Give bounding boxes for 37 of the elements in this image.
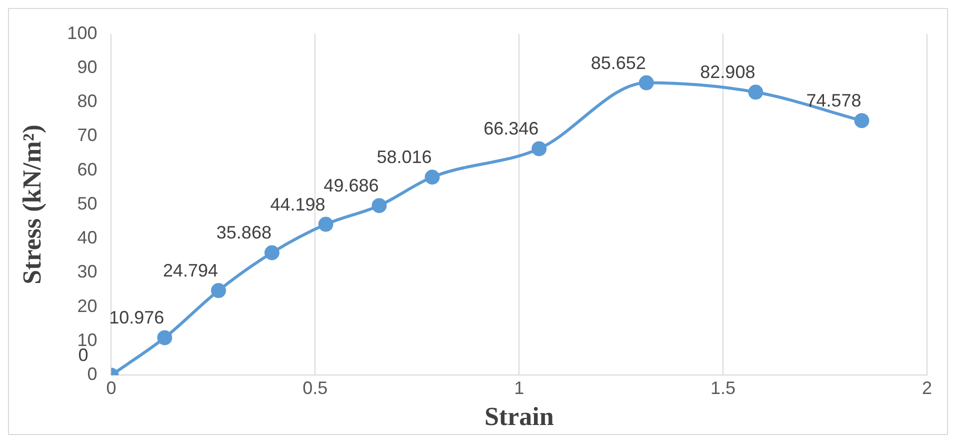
data-label: 85.652: [590, 52, 646, 73]
point: [638, 75, 654, 90]
data-label: 10.976: [109, 308, 164, 328]
y-tick-label: 30: [77, 262, 98, 282]
point: [157, 330, 172, 346]
y-tick-label: 100: [67, 22, 98, 43]
point: [211, 283, 226, 298]
y-tick-label: 40: [77, 228, 98, 248]
y-tick-label: 0: [87, 364, 98, 384]
data-label: 66.346: [484, 118, 539, 139]
y-tick-label: 20: [77, 296, 98, 316]
y-tick-label: 70: [77, 125, 98, 146]
data-label: 58.016: [376, 147, 432, 168]
y-tick-label: 50: [77, 193, 98, 214]
x-tick-label: 0: [106, 378, 116, 398]
x-tick-label: 1.5: [710, 378, 736, 398]
x-axis-title: Strain: [484, 402, 554, 432]
y-tick-label: 90: [77, 56, 98, 77]
point: [854, 113, 870, 128]
data-label: 24.794: [162, 260, 218, 281]
data-label: 82.908: [700, 62, 756, 82]
point: [748, 84, 764, 100]
x-tick-label: 1: [514, 378, 524, 398]
y-tick-label: 60: [77, 159, 98, 180]
point: [372, 198, 387, 214]
point: [264, 245, 280, 260]
point: [424, 170, 440, 185]
data-label: 74.578: [806, 90, 862, 111]
data-label: 49.686: [324, 176, 379, 196]
y-axis-title: Stress (kN/m²): [17, 124, 46, 284]
y-tick-label: 80: [77, 91, 98, 112]
point: [318, 216, 334, 232]
x-tick-label: 2: [922, 378, 932, 398]
point: [532, 141, 547, 156]
data-label: 44.198: [270, 194, 326, 214]
data-label: 35.868: [216, 222, 272, 243]
x-tick-label: 0.5: [302, 378, 328, 398]
